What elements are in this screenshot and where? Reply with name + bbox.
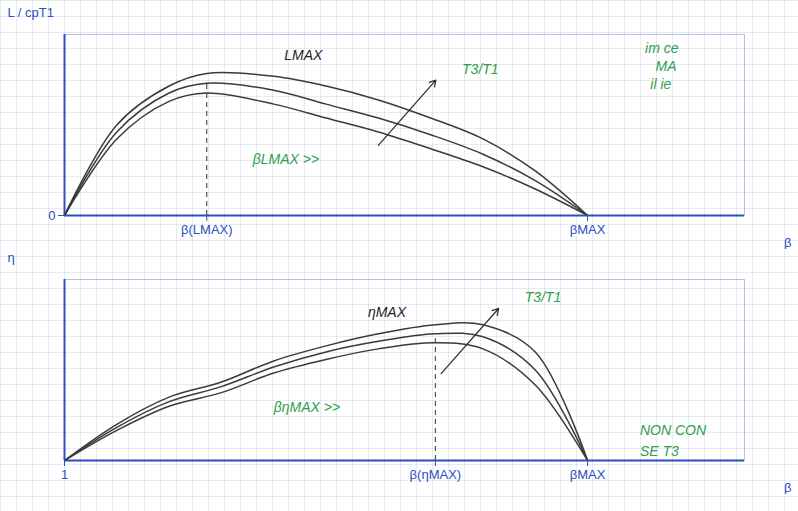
svg-text:β(LMAX): β(LMAX) <box>181 222 233 237</box>
svg-text:βLMAX >>: βLMAX >> <box>252 151 319 167</box>
svg-text:T3/T1: T3/T1 <box>462 61 499 77</box>
svg-text:η: η <box>8 250 15 265</box>
svg-text:T3/T1: T3/T1 <box>525 289 562 305</box>
svg-text:β: β <box>784 235 791 250</box>
svg-text:im ce: im ce <box>645 40 679 56</box>
svg-text:L / cpT1: L / cpT1 <box>8 5 54 20</box>
svg-text:il ie: il ie <box>650 76 671 92</box>
svg-text:MA: MA <box>656 58 677 74</box>
svg-text:βMAX: βMAX <box>570 467 606 482</box>
svg-text:βηMAX >>: βηMAX >> <box>273 399 340 415</box>
svg-text:ηMAX: ηMAX <box>368 304 407 320</box>
svg-text:β(ηMAX): β(ηMAX) <box>410 467 462 482</box>
svg-text:0: 0 <box>48 208 55 223</box>
svg-text:β: β <box>784 480 791 495</box>
svg-text:βMAX: βMAX <box>570 222 606 237</box>
svg-text:LMAX: LMAX <box>284 47 323 63</box>
svg-text:SE T3: SE T3 <box>640 443 679 459</box>
svg-text:NON CON: NON CON <box>640 422 707 438</box>
svg-text:1: 1 <box>61 467 68 482</box>
